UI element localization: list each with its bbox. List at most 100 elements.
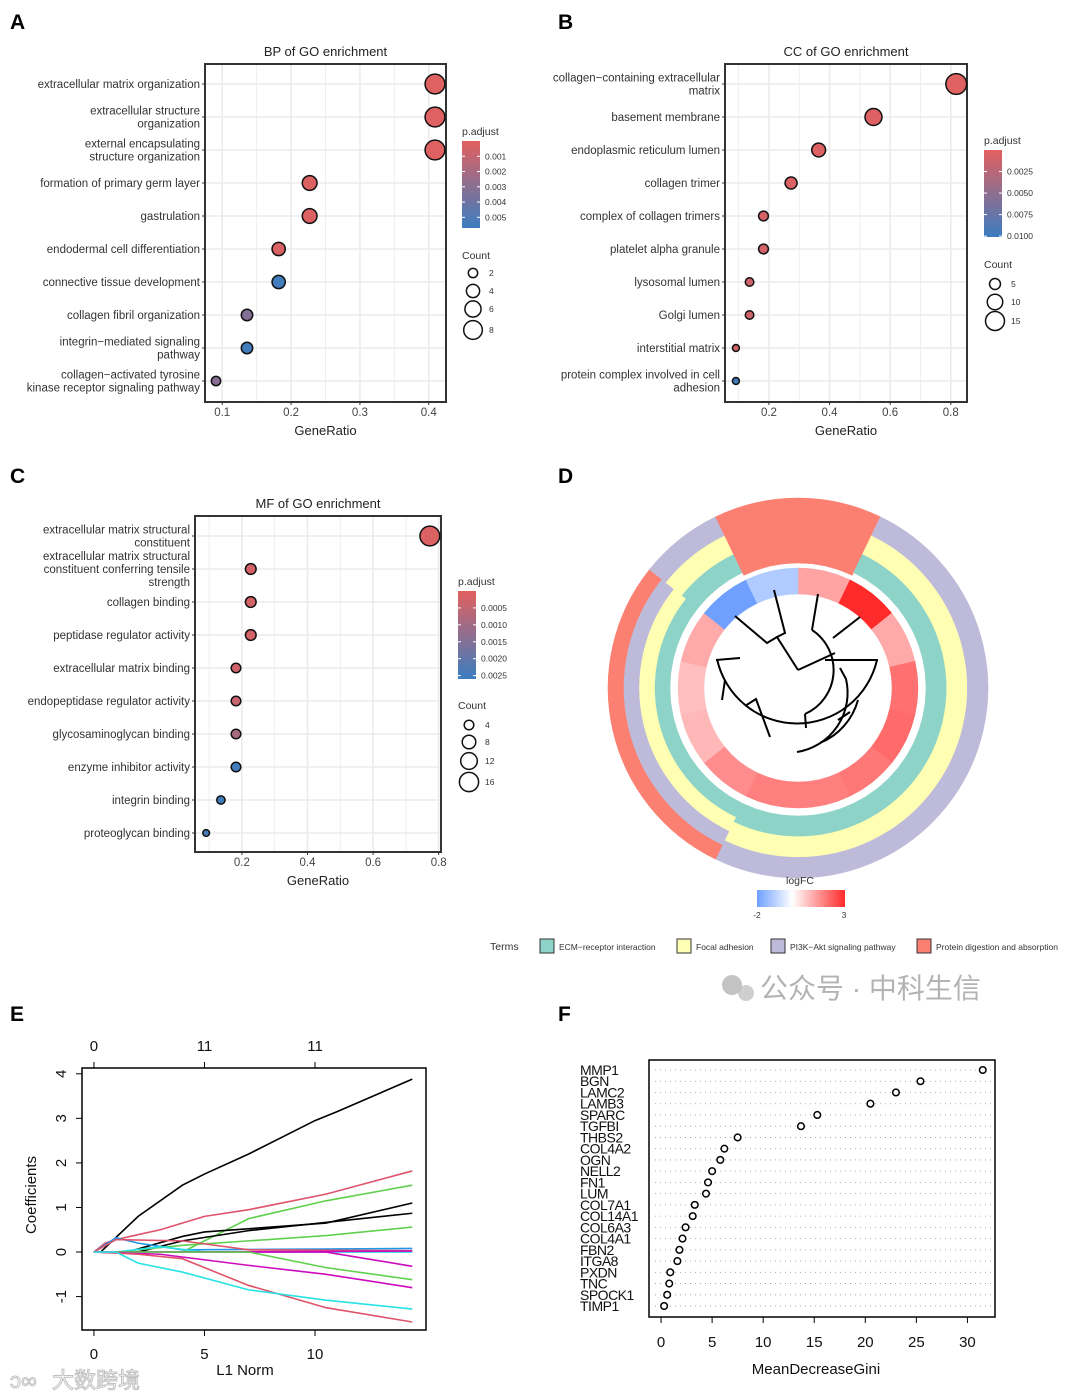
gene-label: COL4A2 <box>580 1141 631 1157</box>
gene-label: SPARC <box>580 1107 625 1123</box>
gene-label: LAMB3 <box>580 1096 624 1112</box>
y-category-label: extracellular matrix structural constitue… <box>43 525 191 550</box>
size-legend-label: 5 <box>1011 279 1016 289</box>
dendrogram-branch <box>773 589 799 671</box>
y-category-label: protein complex involved in cell adhesion <box>561 370 720 395</box>
data-point <box>230 695 242 707</box>
data-point <box>796 1122 806 1131</box>
size-legend-circle <box>463 719 475 731</box>
plot-frame <box>81 1067 427 1331</box>
data-point <box>665 1279 674 1288</box>
data-point <box>244 628 257 642</box>
data-point <box>424 139 446 161</box>
data-point <box>810 142 827 158</box>
coefficient-path <box>93 1212 413 1253</box>
data-point <box>681 1223 690 1232</box>
y-category-label: basement membrane <box>611 112 720 124</box>
y-category-label: collagen fibril organization <box>67 310 200 322</box>
y-category-label: endopeptidase regulator activity <box>28 696 191 708</box>
color-legend-label: 0.0015 <box>481 637 507 647</box>
data-point <box>244 562 257 576</box>
y-category-line: organization <box>137 119 200 131</box>
y-category-line: constituent <box>134 538 190 550</box>
x-axis-label: L1 Norm <box>216 1362 274 1379</box>
size-legend-label: 12 <box>485 756 495 766</box>
y-category-line: kinase receptor signaling pathway <box>27 383 200 395</box>
terms-legend-title: Terms <box>490 941 519 953</box>
x-tick-label: 0 <box>657 1334 665 1351</box>
y-category-label: extracellular structure organization <box>90 106 200 131</box>
data-point <box>660 1301 669 1311</box>
y-category-line: extracellular structure <box>90 106 200 118</box>
y-category-line: extracellular matrix structural <box>43 525 190 537</box>
y-category-label: extracellular matrix structural constitue… <box>43 551 190 589</box>
data-point <box>744 277 755 287</box>
panel-label-f: F <box>558 1003 571 1026</box>
mean-decrease-gini-dotchart: MMP1BGNLAMC2LAMB3SPARCTGFBITHBS2COL4A2OG… <box>580 1059 996 1378</box>
x-tick-label: 0.8 <box>943 407 959 419</box>
x-tick-label: 15 <box>806 1334 823 1351</box>
x-tick-label: 5 <box>200 1346 208 1363</box>
x-tick-label: 0.4 <box>822 407 839 419</box>
y-category-label: formation of primary germ layer <box>40 178 200 190</box>
y-category-line: extracellular matrix organization <box>38 79 200 91</box>
data-point <box>813 1110 822 1120</box>
gene-label: LAMC2 <box>580 1084 625 1100</box>
dendrogram-branch <box>721 679 726 701</box>
y-category-line: protein complex involved in cell <box>561 370 720 382</box>
data-point <box>678 1234 687 1243</box>
y-category-label: gastrulation <box>141 211 200 223</box>
y-category-line: extracellular matrix binding <box>53 663 190 675</box>
y-tick-label: 1 <box>53 1203 70 1211</box>
data-point <box>688 1212 697 1221</box>
size-legend-label: 8 <box>485 737 490 747</box>
data-point <box>708 1167 717 1176</box>
y-category-label: endodermal cell differentiation <box>47 244 200 256</box>
y-category-line: extracellular matrix structural <box>43 551 190 563</box>
y-category-line: collagen−containing extracellular <box>553 73 720 85</box>
data-point <box>240 341 254 355</box>
y-category-line: endoplasmic reticulum lumen <box>571 145 720 157</box>
y-category-line: lysosomal lumen <box>634 277 720 289</box>
y-category-line: peptidase regulator activity <box>53 630 190 642</box>
x-tick-label: 0.1 <box>214 407 230 419</box>
y-category-label: collagen trimer <box>645 178 721 190</box>
y-category-line: integrin binding <box>112 795 190 807</box>
y-category-line: gastrulation <box>141 211 200 223</box>
data-point <box>663 1290 672 1299</box>
y-tick-label: 4 <box>53 1070 70 1078</box>
y-category-label: peptidase regulator activity <box>53 630 190 642</box>
x-axis-label: GeneRatio <box>294 423 356 438</box>
x-axis-label: MeanDecreaseGini <box>752 1361 880 1378</box>
gene-label: LUM <box>580 1186 608 1202</box>
color-legend-label: 0.0025 <box>1007 167 1033 177</box>
y-category-line: platelet alpha granule <box>610 244 720 256</box>
color-legend-label: 0.0050 <box>1007 188 1033 198</box>
plot-frame <box>194 515 442 853</box>
color-legend-label: 0.004 <box>485 197 507 207</box>
y-category-line: endopeptidase regulator activity <box>28 696 191 708</box>
coefficient-path <box>93 1202 413 1253</box>
y-category-label: complex of collagen trimers <box>580 211 720 223</box>
data-point <box>866 1099 875 1108</box>
y-category-line: external encapsulating <box>85 139 200 151</box>
data-point <box>230 728 242 740</box>
top-tick-label: 0 <box>90 1038 98 1055</box>
y-category-label: integrin−mediated signaling pathway <box>60 337 201 362</box>
y-category-line: structure organization <box>89 152 200 164</box>
gene-label: SPOCK1 <box>580 1287 635 1303</box>
term-ring-segment <box>922 654 947 722</box>
top-tick-label: 11 <box>307 1038 323 1055</box>
data-point <box>891 1088 900 1097</box>
color-legend-label: 0.001 <box>485 151 507 161</box>
y-category-label: platelet alpha granule <box>610 244 720 256</box>
terms-legend-label: ECM−receptor interaction <box>559 942 656 952</box>
data-point <box>216 795 226 805</box>
size-legend-label: 10 <box>1011 297 1021 307</box>
y-category-label: connective tissue development <box>43 277 201 289</box>
x-tick-label: 5 <box>708 1334 716 1351</box>
gene-label: TIMP1 <box>580 1298 619 1314</box>
dendrogram-branch <box>797 652 836 671</box>
term-ring-segment <box>654 655 674 721</box>
y-category-label: glycosaminoglycan binding <box>53 729 190 741</box>
